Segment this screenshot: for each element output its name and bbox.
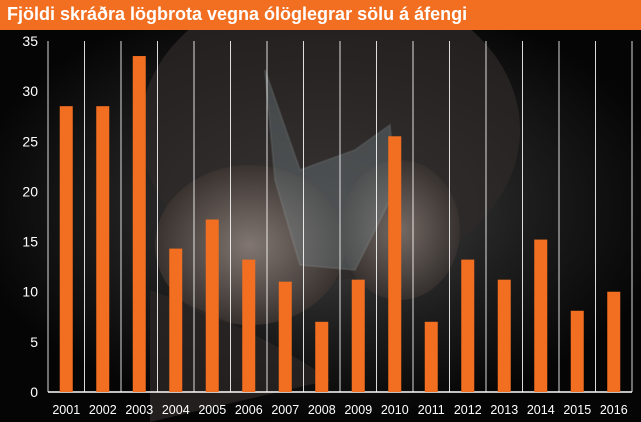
y-tick-label: 25 <box>22 133 38 149</box>
bar-2007 <box>278 281 292 392</box>
y-tick-label: 20 <box>22 183 38 199</box>
title-bar: Fjöldi skráðra lögbrota vegna ólöglegrar… <box>0 0 641 30</box>
y-tick-label: 35 <box>22 33 38 49</box>
bar-2008 <box>315 321 329 392</box>
bar-2011 <box>424 321 438 392</box>
x-tick-label: 2011 <box>418 403 445 417</box>
y-tick-label: 15 <box>22 234 38 250</box>
bar-2016 <box>607 291 621 392</box>
y-tick-label: 30 <box>22 83 38 99</box>
bar-2009 <box>351 279 365 392</box>
x-tick-label: 2014 <box>527 403 555 417</box>
x-tick-label: 2016 <box>600 403 628 417</box>
x-tick-label: 2010 <box>381 403 409 417</box>
bar-2005 <box>205 219 219 392</box>
x-tick-label: 2007 <box>271 403 299 417</box>
bar-2006 <box>242 259 256 392</box>
x-tick-label: 2003 <box>125 403 153 417</box>
x-tick-label: 2008 <box>308 403 336 417</box>
bar-2001 <box>59 106 73 392</box>
x-tick-label: 2005 <box>198 403 226 417</box>
x-tick-label: 2001 <box>52 403 80 417</box>
chart-title: Fjöldi skráðra lögbrota vegna ólöglegrar… <box>7 4 468 24</box>
y-tick-label: 5 <box>30 334 38 350</box>
bar-2004 <box>169 248 183 392</box>
x-tick-label: 2012 <box>454 403 482 417</box>
x-tick-label: 2004 <box>162 403 190 417</box>
x-tick-label: 2013 <box>490 403 518 417</box>
bar-2003 <box>132 56 146 393</box>
bar-2013 <box>497 279 511 392</box>
bar-2015 <box>570 310 584 392</box>
y-tick-label: 10 <box>22 284 38 300</box>
bar-2012 <box>461 259 475 392</box>
bar-2014 <box>534 239 548 392</box>
x-tick-label: 2009 <box>344 403 372 417</box>
bar-2002 <box>96 106 110 392</box>
x-tick-label: 2015 <box>563 403 591 417</box>
x-tick-label: 2006 <box>235 403 263 417</box>
y-tick-label: 0 <box>30 384 38 400</box>
bar-2010 <box>388 136 402 392</box>
x-tick-label: 2002 <box>89 403 117 417</box>
